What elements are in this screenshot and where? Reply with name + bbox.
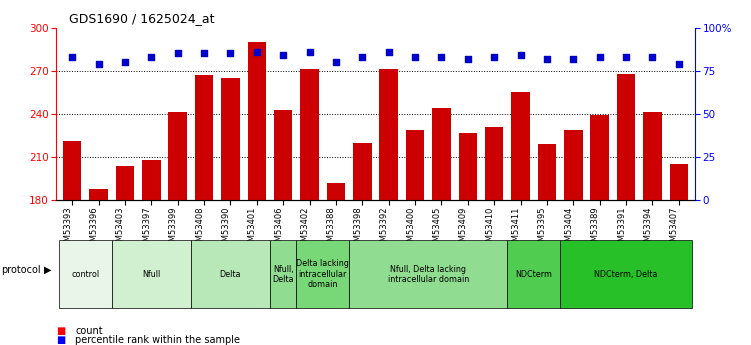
- Bar: [485, 127, 503, 345]
- Point: [594, 54, 606, 60]
- Text: Delta lacking
intracellular
domain: Delta lacking intracellular domain: [297, 259, 349, 289]
- Point: [673, 61, 685, 67]
- Point: [620, 54, 632, 60]
- Bar: [116, 166, 134, 345]
- Bar: [270, 240, 297, 308]
- Point: [225, 51, 237, 56]
- Bar: [274, 110, 292, 345]
- Text: NDCterm: NDCterm: [515, 270, 552, 279]
- Text: ■: ■: [56, 326, 65, 336]
- Point: [383, 49, 395, 55]
- Bar: [590, 115, 609, 345]
- Bar: [327, 183, 345, 345]
- Bar: [89, 189, 107, 345]
- Bar: [353, 142, 372, 345]
- Point: [462, 56, 474, 61]
- Text: percentile rank within the sample: percentile rank within the sample: [75, 335, 240, 345]
- Bar: [433, 108, 451, 345]
- Bar: [511, 92, 529, 345]
- Bar: [379, 69, 398, 345]
- Text: count: count: [75, 326, 103, 336]
- Bar: [297, 240, 349, 308]
- Point: [303, 49, 315, 55]
- Bar: [300, 69, 318, 345]
- Point: [356, 54, 368, 60]
- Point: [145, 54, 157, 60]
- Text: Nfull, Delta lacking
intracellular domain: Nfull, Delta lacking intracellular domai…: [388, 265, 469, 284]
- Bar: [248, 42, 266, 345]
- Text: Delta: Delta: [220, 270, 241, 279]
- Bar: [191, 240, 270, 308]
- Bar: [644, 112, 662, 345]
- Point: [647, 54, 659, 60]
- Point: [92, 61, 104, 67]
- Point: [514, 52, 526, 58]
- Bar: [59, 240, 112, 308]
- Bar: [195, 75, 213, 345]
- Bar: [560, 240, 692, 308]
- Point: [251, 49, 263, 55]
- Point: [119, 59, 131, 65]
- Point: [488, 54, 500, 60]
- Point: [409, 54, 421, 60]
- Point: [172, 51, 184, 56]
- Bar: [670, 164, 688, 345]
- Bar: [406, 130, 424, 345]
- Bar: [459, 132, 477, 345]
- Bar: [168, 112, 187, 345]
- Bar: [222, 78, 240, 345]
- Bar: [349, 240, 508, 308]
- Point: [330, 59, 342, 65]
- Text: NDCterm, Delta: NDCterm, Delta: [594, 270, 658, 279]
- Text: Nfull,
Delta: Nfull, Delta: [273, 265, 294, 284]
- Text: control: control: [71, 270, 99, 279]
- Point: [567, 56, 579, 61]
- Point: [277, 52, 289, 58]
- Bar: [63, 141, 81, 345]
- Point: [66, 54, 78, 60]
- Bar: [617, 73, 635, 345]
- Text: protocol: protocol: [2, 265, 41, 275]
- Text: GDS1690 / 1625024_at: GDS1690 / 1625024_at: [69, 12, 215, 25]
- Bar: [112, 240, 191, 308]
- Point: [198, 51, 210, 56]
- Point: [436, 54, 448, 60]
- Text: Nfull: Nfull: [142, 270, 161, 279]
- Bar: [142, 160, 161, 345]
- Point: [541, 56, 553, 61]
- Bar: [564, 130, 583, 345]
- Bar: [508, 240, 560, 308]
- Text: ■: ■: [56, 335, 65, 345]
- Bar: [538, 144, 556, 345]
- Text: ▶: ▶: [44, 265, 51, 275]
